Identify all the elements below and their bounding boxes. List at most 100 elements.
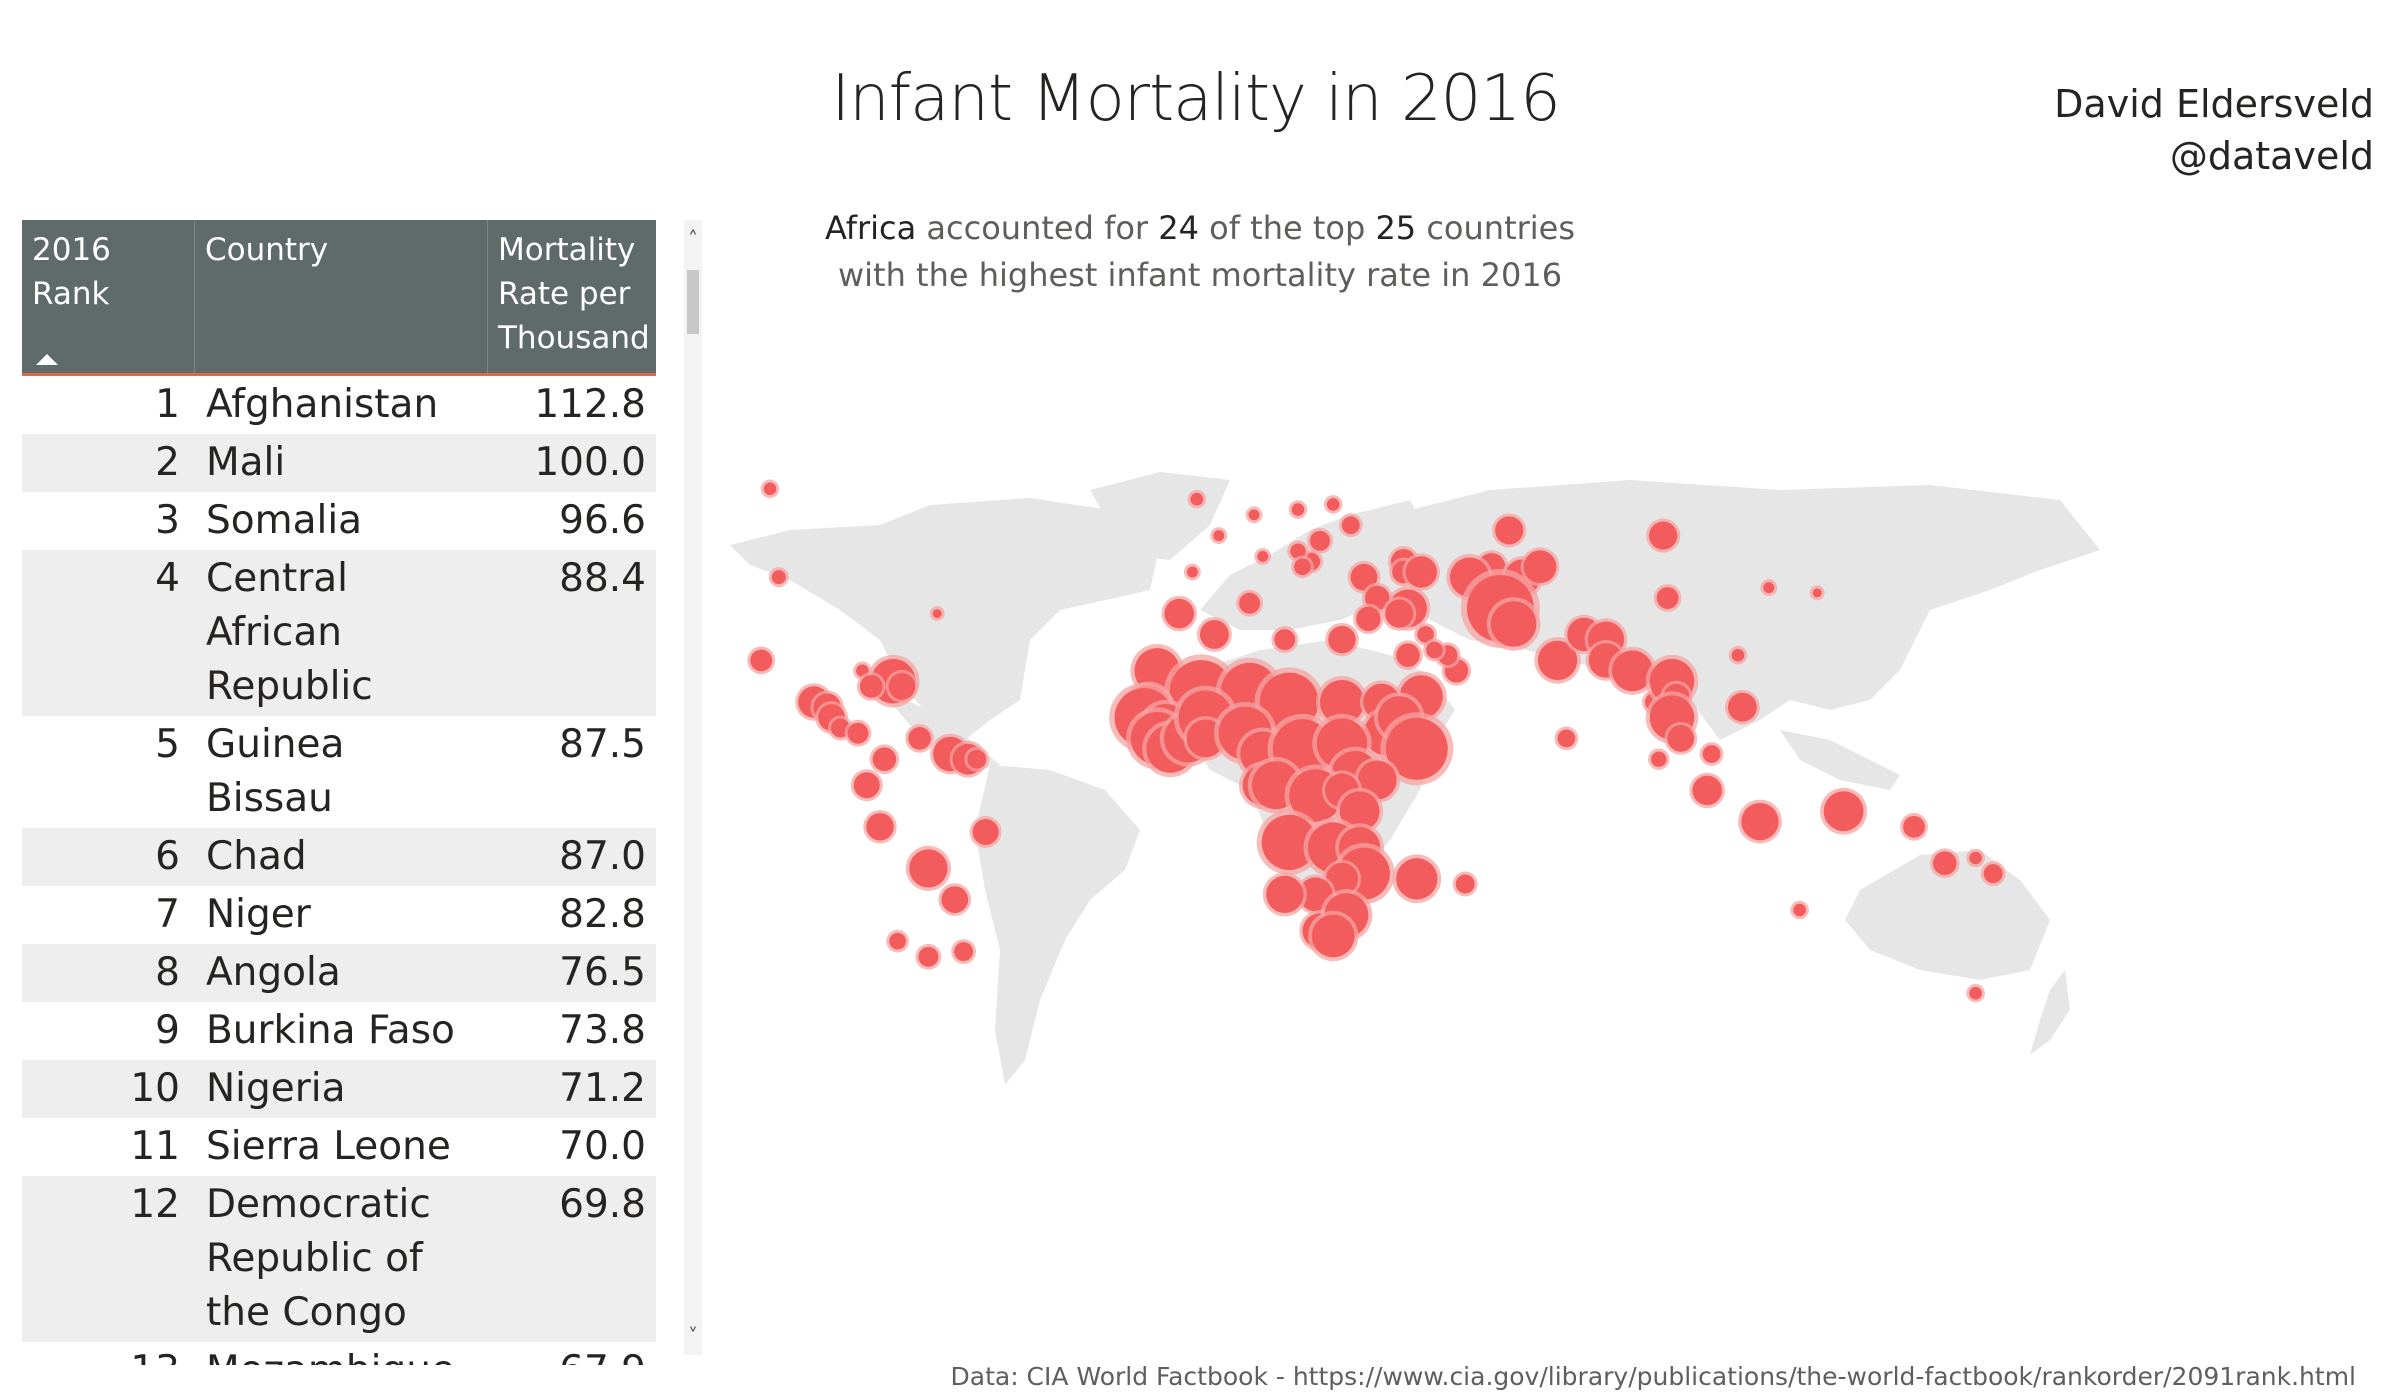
- country-bubble[interactable]: [1341, 516, 1360, 535]
- country-bubble[interactable]: [1933, 851, 1957, 875]
- country-bubble[interactable]: [1190, 492, 1204, 506]
- table-row[interactable]: 10 Nigeria 71.2: [22, 1060, 656, 1118]
- country-bubble[interactable]: [908, 727, 931, 750]
- column-header-country[interactable]: Country: [194, 220, 487, 373]
- column-header-rank[interactable]: 2016 Rank: [22, 220, 194, 373]
- country-bubble[interactable]: [954, 942, 974, 962]
- country-bubble[interactable]: [866, 813, 894, 841]
- country-bubble[interactable]: [1426, 641, 1443, 659]
- scroll-thumb[interactable]: [687, 270, 699, 334]
- column-header-rate-label: Mortality Rate per Thousand: [498, 232, 650, 356]
- country-bubble[interactable]: [909, 849, 948, 888]
- table-row[interactable]: 3 Somalia 96.6: [22, 492, 656, 550]
- country-bubble[interactable]: [1983, 864, 2003, 884]
- country-bubble[interactable]: [972, 819, 999, 845]
- country-bubble[interactable]: [1319, 679, 1365, 725]
- country-bubble[interactable]: [1823, 791, 1864, 832]
- country-bubble[interactable]: [1417, 626, 1434, 643]
- country-bubble[interactable]: [1294, 558, 1311, 576]
- country-bubble[interactable]: [1763, 582, 1775, 594]
- table-row[interactable]: 12 Democratic Republic of the Congo 69.8: [22, 1176, 656, 1342]
- country-bubble[interactable]: [967, 749, 987, 769]
- sort-ascending-icon[interactable]: [36, 354, 58, 365]
- table-row[interactable]: 8 Angola 76.5: [22, 944, 656, 1002]
- table-row[interactable]: 6 Chad 87.0: [22, 828, 656, 886]
- country-bubble[interactable]: [1649, 521, 1678, 550]
- country-bubble[interactable]: [1328, 625, 1356, 654]
- country-bubble[interactable]: [1731, 648, 1745, 662]
- country-bubble[interactable]: [771, 570, 786, 585]
- subtitle-text-b: of the top: [1198, 209, 1376, 247]
- country-bubble[interactable]: [1537, 640, 1578, 681]
- country-bubble[interactable]: [1495, 516, 1524, 545]
- country-bubble[interactable]: [847, 722, 869, 744]
- country-bubble[interactable]: [763, 482, 777, 496]
- table-row[interactable]: 11 Sierra Leone 70.0: [22, 1118, 656, 1176]
- country-bubble[interactable]: [1667, 725, 1695, 752]
- country-bubble[interactable]: [859, 675, 883, 698]
- country-bubble[interactable]: [1311, 914, 1355, 958]
- table-row[interactable]: 5 Guinea Bissau 87.5: [22, 716, 656, 828]
- country-bubble[interactable]: [918, 946, 939, 967]
- country-bubble[interactable]: [1385, 717, 1448, 780]
- country-bubble[interactable]: [1969, 851, 1982, 865]
- country-bubble[interactable]: [1396, 858, 1438, 900]
- country-bubble[interactable]: [1261, 814, 1317, 870]
- table-scrollbar[interactable]: ˄ ˅: [684, 220, 702, 1355]
- country-bubble[interactable]: [1290, 543, 1306, 559]
- country-bubble[interactable]: [1257, 550, 1269, 562]
- country-bubble[interactable]: [1490, 601, 1537, 647]
- rate-cell: 76.5: [559, 950, 646, 995]
- scroll-down-icon[interactable]: ˅: [688, 1324, 698, 1348]
- country-bubble[interactable]: [1812, 588, 1822, 598]
- country-bubble[interactable]: [1396, 643, 1420, 667]
- country-bubble[interactable]: [1405, 556, 1437, 588]
- country-bubble[interactable]: [1611, 650, 1653, 692]
- country-bubble[interactable]: [888, 673, 916, 700]
- country-bubble[interactable]: [1969, 986, 1982, 1000]
- country-bubble[interactable]: [1741, 802, 1779, 841]
- country-bubble[interactable]: [853, 772, 880, 799]
- country-bubble[interactable]: [1356, 606, 1381, 631]
- country-bubble[interactable]: [1523, 550, 1557, 584]
- table-row[interactable]: 2 Mali 100.0: [22, 434, 656, 492]
- country-bubble[interactable]: [1326, 498, 1340, 511]
- world-bubble-map[interactable]: [730, 470, 2370, 1110]
- rank-cell: 8: [155, 950, 180, 995]
- table-body: 1 Afghanistan 112.8 2 Mali 100.0 3 Somalia 96.6 4…: [22, 376, 656, 1365]
- country-bubble[interactable]: [1164, 598, 1194, 629]
- country-bubble[interactable]: [941, 886, 969, 913]
- country-bubble[interactable]: [1274, 629, 1296, 651]
- country-bubble[interactable]: [1199, 619, 1229, 649]
- country-bubble[interactable]: [1903, 815, 1925, 838]
- country-bubble[interactable]: [1350, 563, 1378, 591]
- country-bubble[interactable]: [1692, 775, 1722, 806]
- table-row[interactable]: 7 Niger 82.8: [22, 886, 656, 944]
- table-row[interactable]: 4 Central African Republic 88.4: [22, 550, 656, 716]
- country-bubble[interactable]: [1656, 587, 1679, 609]
- country-bubble[interactable]: [872, 747, 897, 771]
- country-bubble[interactable]: [889, 932, 906, 950]
- country-bubble[interactable]: [1455, 874, 1475, 894]
- table-row[interactable]: 13Mozambique67.9: [22, 1342, 656, 1365]
- country-bubble[interactable]: [1266, 875, 1304, 914]
- country-bubble[interactable]: [1248, 509, 1260, 521]
- country-bubble[interactable]: [1186, 566, 1198, 578]
- scroll-up-icon[interactable]: ˄: [688, 227, 698, 251]
- table-row[interactable]: 9 Burkina Faso 73.8: [22, 1002, 656, 1060]
- country-bubble[interactable]: [1651, 751, 1667, 767]
- country-bubble[interactable]: [1793, 903, 1806, 917]
- country-bubble[interactable]: [1339, 791, 1380, 832]
- country-bubble[interactable]: [1557, 729, 1576, 748]
- country-bubble[interactable]: [1213, 530, 1225, 542]
- country-bubble[interactable]: [932, 609, 942, 619]
- country-bubble[interactable]: [1727, 692, 1757, 722]
- country-bubble[interactable]: [1239, 592, 1261, 614]
- country-bubble[interactable]: [1310, 530, 1330, 551]
- table-row[interactable]: 1 Afghanistan 112.8: [22, 376, 656, 434]
- country-bubble[interactable]: [1385, 599, 1414, 628]
- column-header-rate[interactable]: Mortality Rate per Thousand: [487, 220, 656, 373]
- country-bubble[interactable]: [1702, 745, 1721, 763]
- country-bubble[interactable]: [1291, 503, 1305, 516]
- country-bubble[interactable]: [750, 649, 773, 672]
